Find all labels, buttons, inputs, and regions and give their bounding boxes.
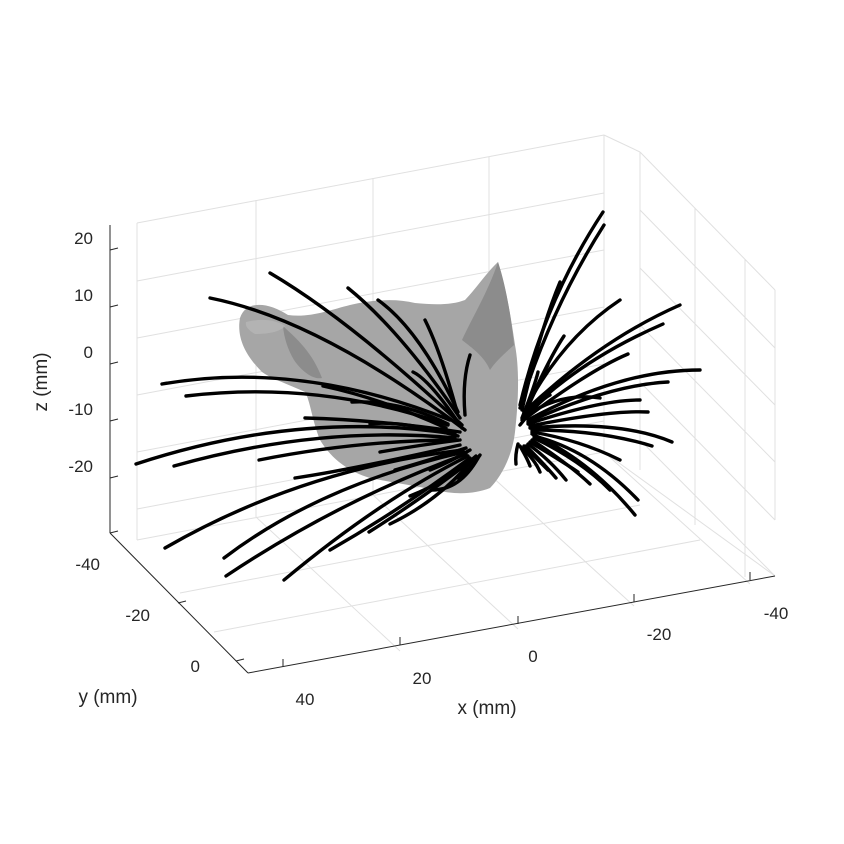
floor-grid — [136, 451, 776, 652]
whisker-line — [134, 424, 457, 466]
whisker-line — [350, 400, 450, 426]
z-tick-label: -10 — [68, 400, 93, 419]
head-model — [239, 262, 519, 494]
z-tick-label: -20 — [68, 457, 93, 476]
y-axis-ticks: -40 -20 0 — [75, 530, 245, 676]
y-tick-label: -40 — [75, 555, 100, 574]
whisker-line — [520, 280, 562, 412]
side-wall-grid — [603, 134, 776, 577]
whisker-line — [282, 454, 470, 582]
whisker-line — [514, 442, 520, 466]
whisker-line — [160, 375, 452, 422]
whisker-line — [428, 448, 472, 472]
x-tick-label: -40 — [764, 604, 789, 623]
whisker-line — [526, 368, 702, 422]
whisker-line — [257, 438, 460, 462]
whisker-line — [224, 452, 468, 578]
whisker-line — [411, 370, 464, 430]
whisker-line — [532, 434, 640, 502]
whisker-line — [393, 446, 468, 472]
whisker-line — [423, 318, 458, 410]
whisker-line — [530, 430, 622, 462]
whisker-line — [528, 410, 650, 428]
whisker-line — [518, 393, 552, 427]
whisker-line — [376, 298, 460, 414]
whisker-line — [172, 433, 457, 468]
whisker-line — [388, 456, 476, 526]
whisker-line — [526, 442, 568, 482]
whisker-line — [456, 453, 482, 480]
x-tick-label: 40 — [296, 690, 315, 709]
y-axis-label: y (mm) — [78, 687, 137, 708]
z-axis-label: z (mm) — [31, 352, 52, 411]
whisker-line — [268, 271, 464, 427]
whisker-line — [532, 436, 612, 492]
z-tick-label: 10 — [74, 286, 93, 305]
z-tick-label: 0 — [84, 343, 93, 362]
x-tick-label: -20 — [647, 625, 672, 644]
whisker-line — [208, 296, 467, 432]
whisker-line — [518, 444, 532, 468]
x-axis-ticks: 40 20 0 -20 -40 — [282, 572, 789, 709]
whisker-line — [520, 370, 540, 420]
x-tick-label: 0 — [528, 647, 537, 666]
z-axis-ticks: 20 10 0 -10 -20 — [68, 229, 119, 479]
y-tick-label: -20 — [125, 606, 150, 625]
y-tick-label: 0 — [191, 657, 200, 676]
whisker-line — [530, 428, 654, 448]
z-tick-label: 20 — [74, 229, 93, 248]
whisker-line — [328, 456, 472, 552]
whisker-line — [368, 421, 460, 438]
x-tick-label: 20 — [413, 669, 432, 688]
whisker-line — [528, 424, 674, 444]
x-axis-label: x (mm) — [457, 698, 516, 719]
whisker-line — [528, 440, 580, 474]
whisker-line — [293, 443, 462, 480]
whisker-line — [408, 454, 478, 498]
whisker-line — [462, 353, 472, 417]
whisker-line — [522, 444, 550, 472]
whisker-line — [518, 210, 605, 407]
whisker-line — [526, 398, 642, 426]
whisker-line — [522, 303, 682, 414]
whisker-line — [378, 438, 462, 454]
whisker-series — [134, 210, 702, 582]
whisker-line — [346, 286, 462, 420]
whisker-line — [526, 380, 670, 424]
whisker-line — [163, 448, 464, 550]
